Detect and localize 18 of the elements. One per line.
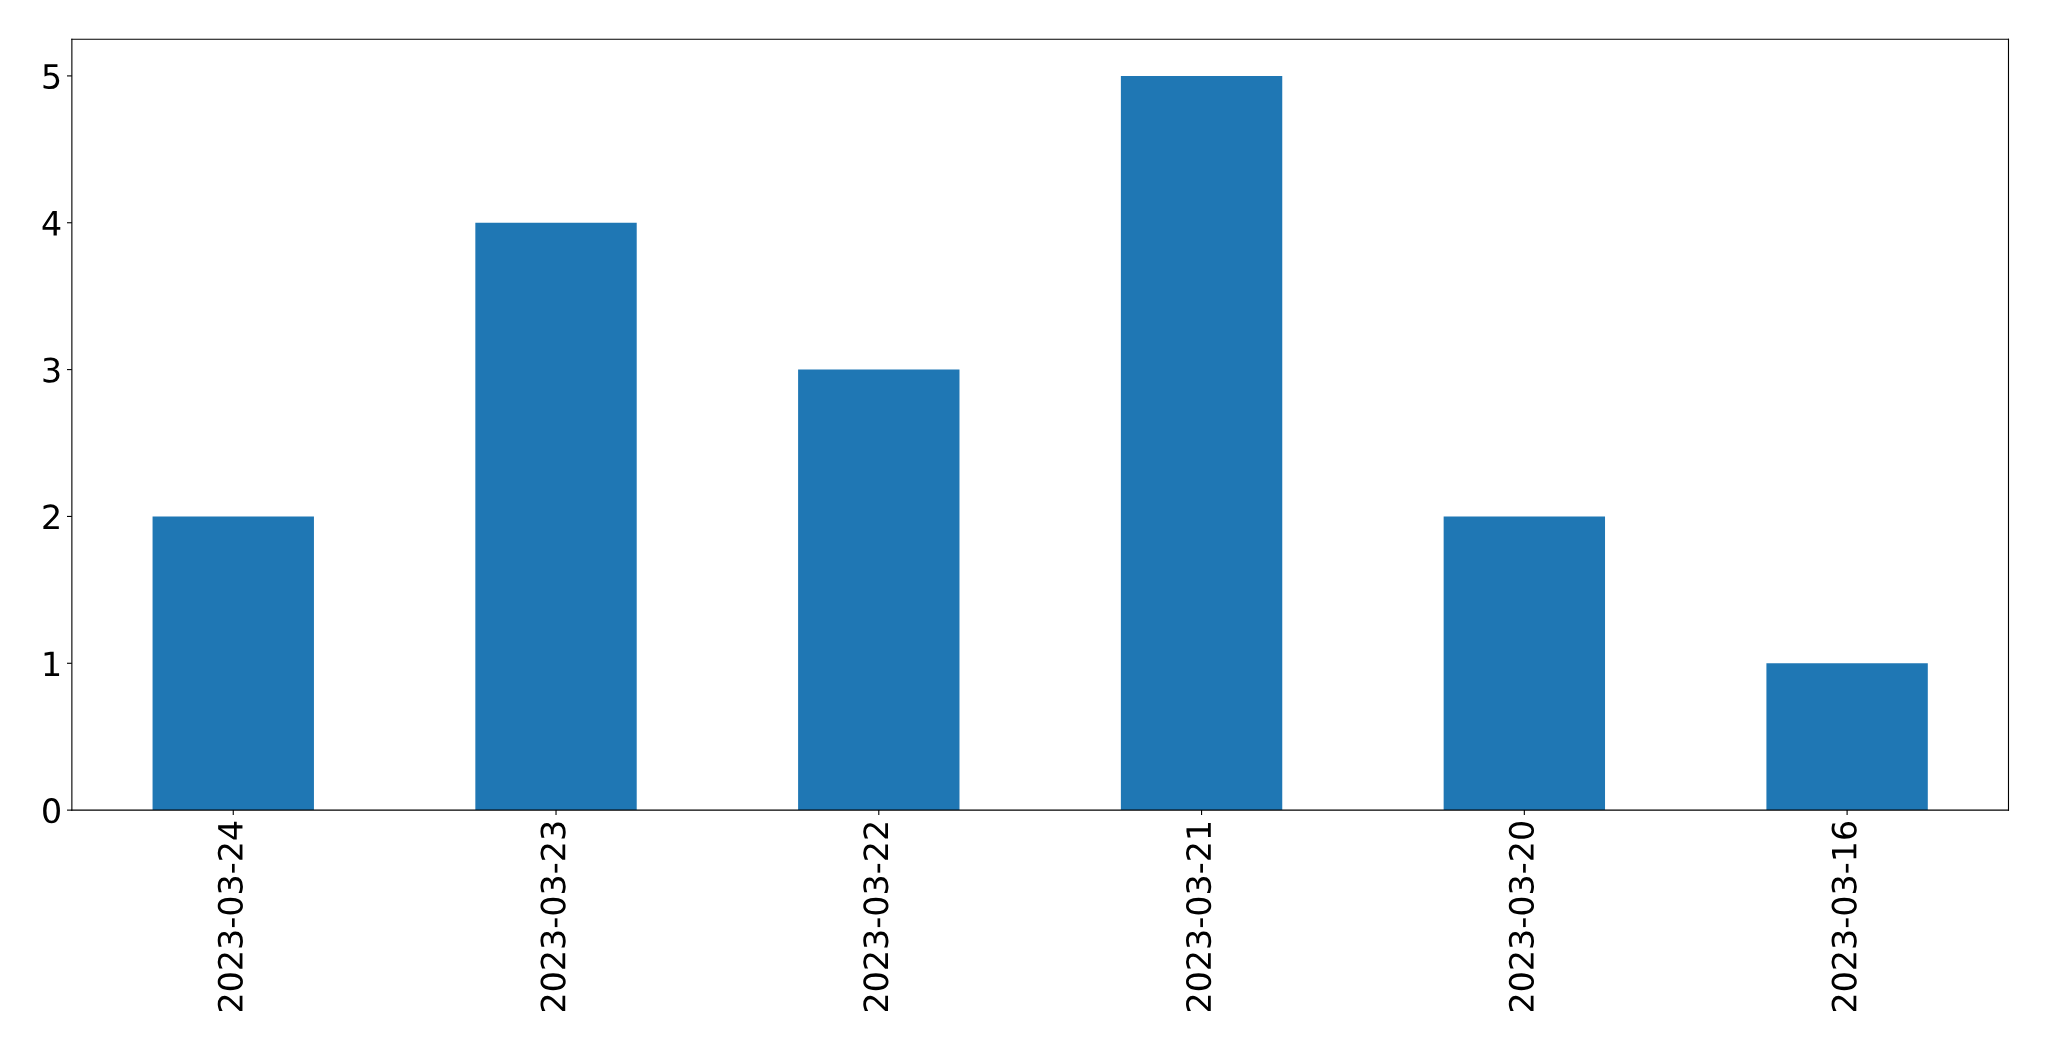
x-tick-label: 2023-03-20 — [1508, 822, 1535, 1012]
y-tick-label: 0 — [43, 798, 60, 824]
x-tick-label: 2023-03-23 — [540, 822, 566, 1012]
x-tick-label: 2023-03-22 — [863, 823, 889, 1012]
bar — [152, 516, 314, 811]
bar — [1766, 663, 1928, 811]
y-tick-label: 1 — [44, 651, 60, 676]
x-tick-label: 2023-03-21 — [1186, 822, 1212, 1012]
y-tick-label: 5 — [43, 64, 60, 90]
y-tick-label: 2 — [43, 504, 59, 530]
x-tick-label: 2023-03-16 — [1831, 821, 1857, 1012]
x-tick-label: 2023-03-24 — [217, 821, 243, 1012]
y-tick-label: 3 — [43, 357, 60, 383]
y-tick-label: 4 — [42, 211, 61, 236]
bar — [1443, 516, 1606, 811]
bar — [1120, 75, 1283, 811]
bar — [475, 222, 637, 811]
bar — [798, 369, 960, 811]
